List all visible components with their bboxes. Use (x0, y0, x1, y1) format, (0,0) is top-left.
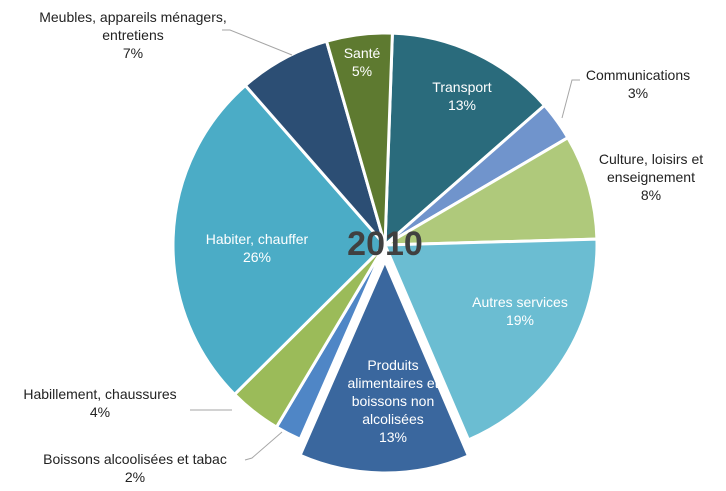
slice-value: 13% (447, 97, 477, 113)
slice-label: Autres services 19% (455, 293, 585, 329)
slice-name: Autres services (472, 294, 568, 310)
slice-label: Habiter, chauffer 26% (182, 230, 332, 266)
slice-name: Communications (585, 67, 691, 83)
leader-line (561, 79, 580, 119)
slice-label: Produits alimentaires et boissons non al… (338, 356, 448, 446)
slice-value: 8% (640, 187, 662, 203)
pie-slice (298, 257, 471, 475)
slice-name: Transport (432, 79, 492, 95)
pie-slice (383, 31, 547, 249)
slice-name: Boissons alcoolisées et tabac (43, 451, 227, 467)
slice-value: 26% (242, 249, 272, 265)
pie-slice (384, 135, 599, 247)
pie-slice (324, 31, 394, 246)
slice-label: Culture, loisirs et enseignement 8% (586, 150, 716, 204)
pie-slice (171, 83, 388, 397)
slice-label: Communications 3% (568, 66, 708, 102)
slice-value: 5% (351, 63, 373, 79)
slice-value: 7% (122, 45, 144, 61)
slice-label: Santé 5% (332, 44, 392, 80)
slice-value: 13% (378, 429, 408, 445)
pie-slice (382, 237, 599, 442)
slice-name: Meubles, appareils ménagers, entretiens (39, 9, 227, 43)
slice-name: Culture, loisirs et enseignement (598, 151, 704, 185)
slice-label: Habillement, chaussures 4% (0, 385, 200, 421)
slice-label: Meubles, appareils ménagers, entretiens 7… (8, 8, 258, 62)
slice-name: Santé (343, 45, 381, 61)
slice-value: 19% (505, 312, 535, 328)
slice-value: 2% (124, 469, 146, 485)
slice-label: Boissons alcoolisées et tabac 2% (15, 450, 255, 486)
slice-name: Produits alimentaires et boissons non al… (347, 357, 439, 427)
slice-value: 4% (89, 404, 111, 420)
slice-label: Transport 13% (407, 78, 517, 114)
leader-line (244, 431, 283, 461)
leader-line (222, 29, 293, 56)
slice-name: Habiter, chauffer (205, 231, 309, 247)
slice-value: 3% (627, 85, 649, 101)
center-label: 2010 (347, 225, 423, 263)
slice-name: Habillement, chaussures (23, 386, 177, 402)
